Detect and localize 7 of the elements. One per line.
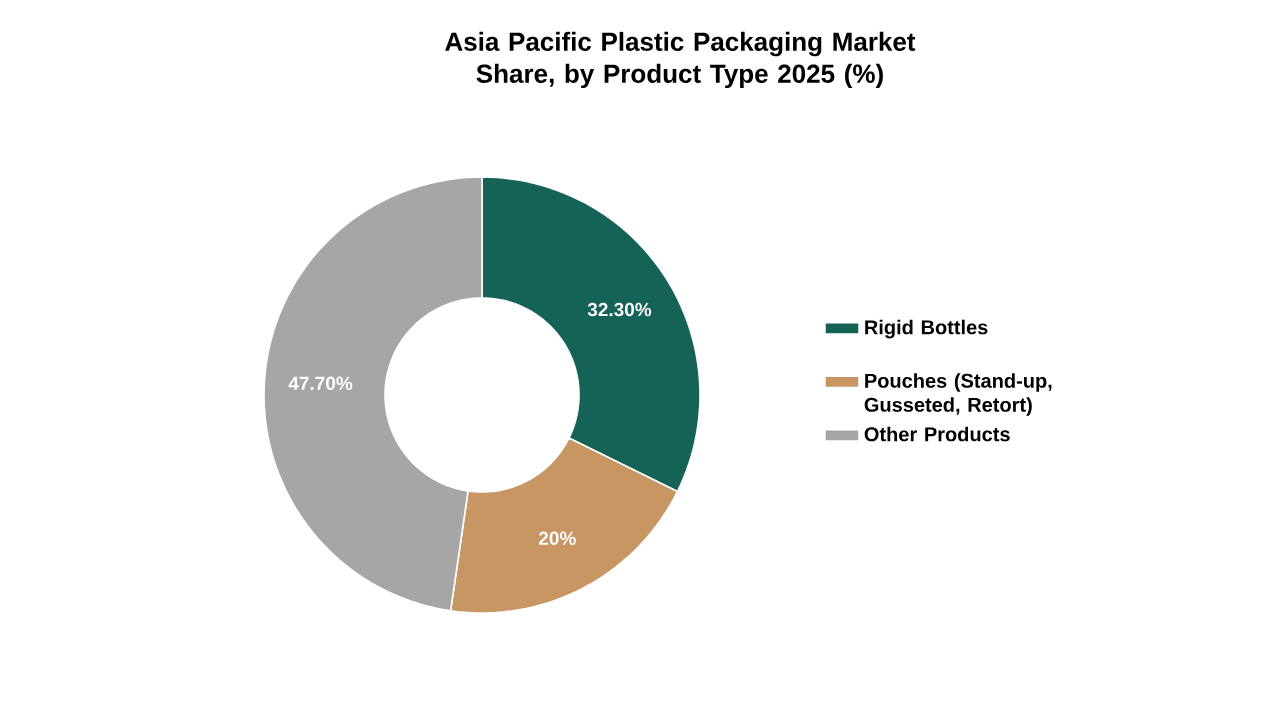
legend-label: Other Products xyxy=(864,426,1010,442)
data-label: 47.70% xyxy=(288,376,353,391)
legend-label: Pouches (Stand-up, Gusseted, Retort) xyxy=(864,373,1052,416)
legend-label: Rigid Bottles xyxy=(865,319,988,339)
chart-title: Asia Pacific Plastic Packaging Market Share, by Product Type 2025 (%) xyxy=(445,31,916,89)
data-label: 32.30% xyxy=(587,302,652,317)
data-label: 20% xyxy=(538,531,576,546)
